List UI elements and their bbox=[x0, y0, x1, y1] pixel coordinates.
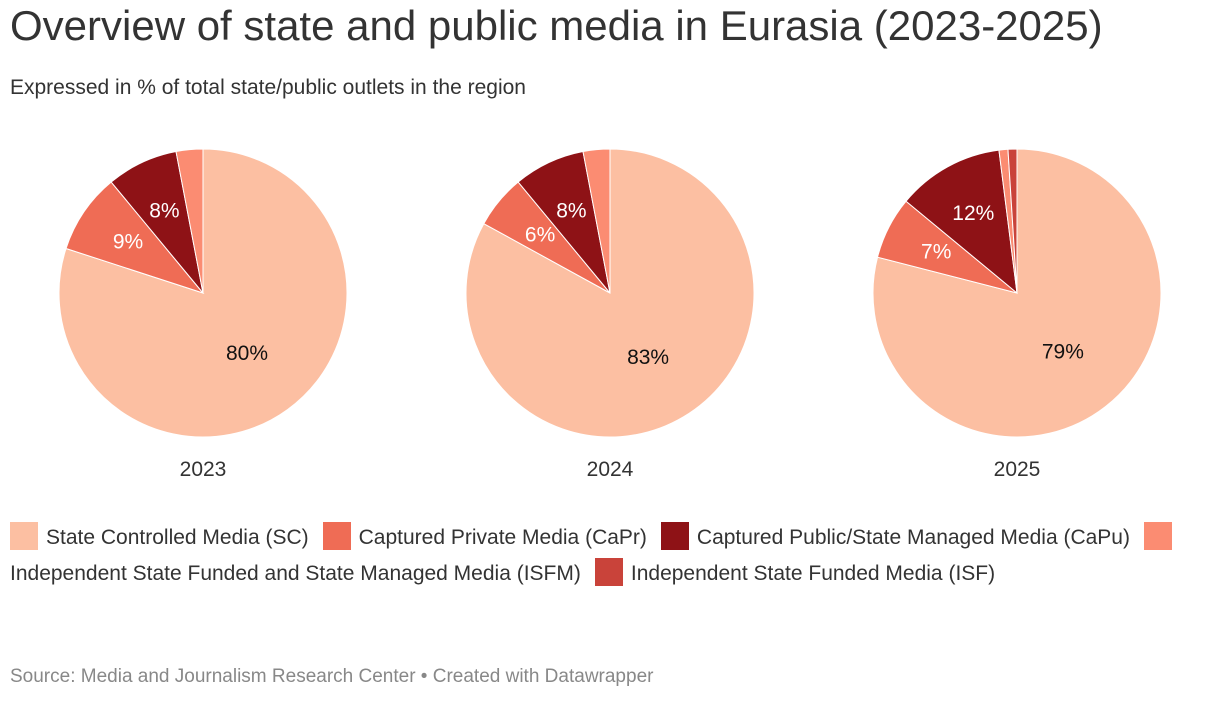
legend-swatch bbox=[1143, 522, 1172, 550]
data-label: 83% bbox=[627, 346, 669, 369]
legend-item: Independent State Funded and State Manag… bbox=[10, 522, 1180, 585]
legend-item: State Controlled Media (SC) bbox=[10, 522, 309, 550]
legend-swatch bbox=[322, 522, 351, 550]
data-label: 9% bbox=[113, 231, 143, 254]
legend-swatch bbox=[594, 558, 623, 586]
legend-label: Independent State Funded and State Manag… bbox=[10, 562, 581, 585]
pie-year-label: 2025 bbox=[994, 458, 1041, 481]
pie-2024: 83% 6%8% 2024 bbox=[465, 148, 755, 481]
pie-slice bbox=[65, 181, 205, 295]
pie-slice bbox=[1007, 148, 1018, 294]
chart-title: Overview of state and public media in Eu… bbox=[10, 2, 1103, 49]
legend-label: Independent State Funded Media (ISF) bbox=[630, 562, 996, 585]
pie-slice bbox=[582, 148, 611, 294]
legend-item: Independent State Funded Media (ISF) bbox=[594, 558, 996, 586]
data-label: 80% bbox=[226, 342, 268, 365]
legend-label: Captured Public/State Managed Media (CaP… bbox=[696, 526, 1130, 549]
legend: State Controlled Media (SC) Captured Priv… bbox=[10, 520, 1210, 592]
data-label: 6% bbox=[525, 224, 555, 247]
pie-2023: 80% 9% 8% 2023 bbox=[58, 148, 348, 481]
pie-2025: 79% 7%12% 2025 bbox=[872, 148, 1162, 481]
legend-item: Captured Private Media (CaPr) bbox=[322, 522, 647, 550]
legend-label: Captured Private Media (CaPr) bbox=[358, 526, 647, 549]
legend-item: Captured Public/State Managed Media (CaP… bbox=[660, 522, 1130, 550]
chart-subtitle: Expressed in % of total state/public out… bbox=[10, 76, 526, 99]
legend-label: State Controlled Media (SC) bbox=[46, 526, 309, 549]
legend-swatch bbox=[660, 522, 689, 550]
pie-slice bbox=[905, 149, 1018, 295]
data-label: 79% bbox=[1042, 341, 1084, 364]
data-label: 12% bbox=[952, 202, 994, 225]
data-label: 8% bbox=[556, 199, 586, 222]
data-label: 7% bbox=[921, 240, 951, 263]
data-label: 8% bbox=[149, 199, 179, 222]
legend-swatch bbox=[10, 522, 38, 550]
pie-year-label: 2023 bbox=[180, 458, 227, 481]
pie-slice bbox=[175, 148, 204, 294]
pie-year-label: 2024 bbox=[587, 458, 634, 481]
source-note: Source: Media and Journalism Research Ce… bbox=[10, 666, 654, 687]
